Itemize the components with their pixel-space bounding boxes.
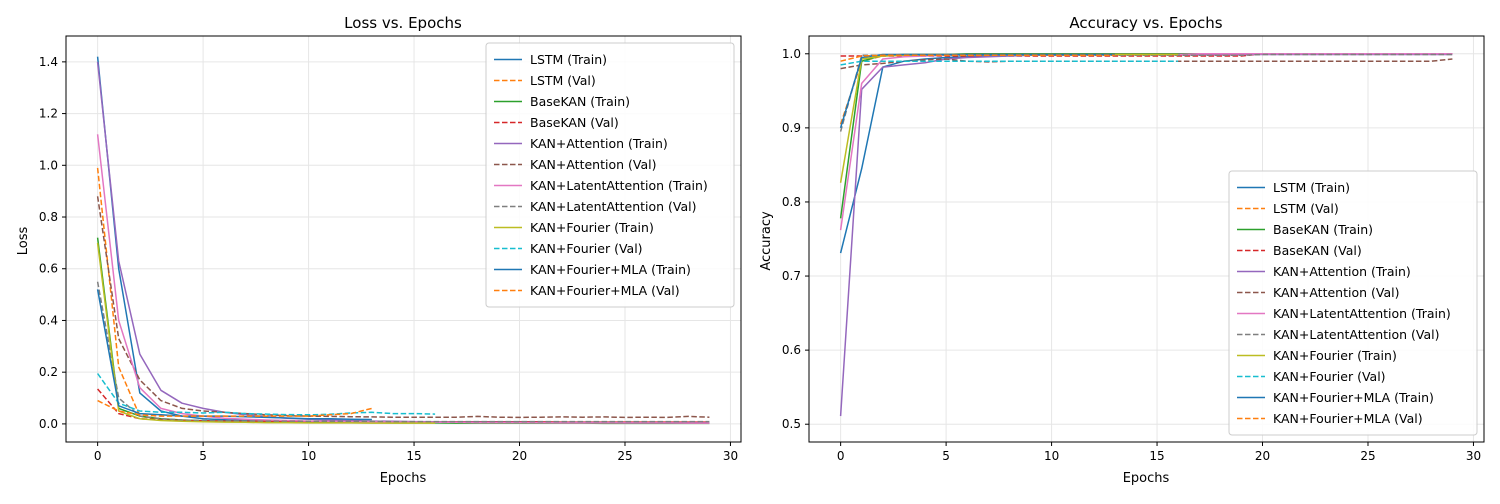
accuracy-chart-ytick-label: 0.7 — [782, 269, 801, 283]
accuracy-chart: Accuracy vs. Epochs Epochs Accuracy 0 5 10… — [759, 14, 1485, 486]
accuracy-chart-ytick-label: 1.0 — [782, 47, 801, 61]
loss-chart-ticks: 0 5 10 15 20 25 30 0.0 0.2 0.4 0.6 0.8 1.0 1.2 1.4 — [39, 55, 738, 463]
loss-chart-legend-label: KAN+Fourier (Val) — [530, 241, 643, 256]
loss-chart-series-line — [97, 399, 373, 417]
loss-chart-legend-label: KAN+LatentAttention (Train) — [530, 178, 708, 193]
loss-chart-xtick-label: 0 — [94, 449, 102, 463]
accuracy-chart-ytick-label: 0.8 — [782, 195, 801, 209]
accuracy-chart-xtick-label: 25 — [1360, 449, 1375, 463]
loss-chart-ytick-label: 1.2 — [39, 107, 58, 121]
loss-chart-legend-box — [485, 42, 735, 308]
accuracy-chart-legend-label: KAN+Fourier+MLA (Val) — [1273, 411, 1423, 426]
accuracy-chart-legend-label: KAN+Attention (Val) — [1273, 285, 1399, 300]
accuracy-chart-ytick-label: 0.5 — [782, 417, 801, 431]
accuracy-chart-xtick-label: 15 — [1149, 449, 1164, 463]
accuracy-chart-legend-label: KAN+Fourier+MLA (Train) — [1273, 390, 1434, 405]
loss-chart-frame — [65, 35, 742, 443]
loss-chart-legend-label: KAN+Fourier+MLA (Train) — [530, 262, 691, 277]
accuracy-chart-frame — [808, 35, 1485, 443]
accuracy-chart-xtick-label: 20 — [1255, 449, 1270, 463]
accuracy-chart-legend-label: KAN+Fourier (Val) — [1273, 369, 1386, 384]
loss-chart-legend-label: BaseKAN (Train) — [530, 94, 630, 109]
loss-chart-xtick-label: 20 — [512, 449, 527, 463]
loss-chart-ytick-label: 0.8 — [39, 210, 58, 224]
loss-chart-xtick-label: 10 — [301, 449, 316, 463]
accuracy-chart-legend-label: KAN+LatentAttention (Train) — [1273, 306, 1451, 321]
loss-chart-legend-label: KAN+Fourier (Train) — [530, 220, 654, 235]
loss-chart-legend-label: KAN+Attention (Train) — [530, 136, 668, 151]
accuracy-chart-xtick-label: 5 — [942, 449, 950, 463]
accuracy-chart-legend-label: KAN+Attention (Train) — [1273, 264, 1411, 279]
loss-chart-ytick-label: 1.4 — [39, 55, 58, 69]
loss-chart: Loss vs. Epochs Epochs Loss 0 5 10 15 20 25 30… — [16, 14, 742, 486]
loss-chart-xtick-label: 5 — [199, 449, 207, 463]
accuracy-chart-legend-label: LSTM (Train) — [1273, 180, 1350, 195]
loss-chart-xtick-label: 25 — [617, 449, 632, 463]
loss-chart-ytick-label: 1.0 — [39, 158, 58, 172]
accuracy-chart-series-line — [840, 60, 1179, 66]
loss-chart-legend-label: KAN+Attention (Val) — [530, 157, 656, 172]
accuracy-chart-xtick-label: 10 — [1044, 449, 1059, 463]
accuracy-chart-ticks: 0 5 10 15 20 25 30 0.5 0.6 0.7 0.8 0.9 1.0 — [782, 47, 1481, 463]
accuracy-chart-ytick-label: 0.9 — [782, 121, 801, 135]
accuracy-chart-series-line — [839, 53, 1453, 132]
accuracy-chart-ylabel: Accuracy — [759, 211, 774, 271]
accuracy-chart-xtick-label: 30 — [1466, 449, 1481, 463]
loss-chart-legend-label: BaseKAN (Val) — [530, 115, 619, 130]
loss-chart-ytick-label: 0.4 — [39, 313, 58, 327]
loss-chart-title: Loss vs. Epochs — [344, 14, 462, 32]
loss-chart-series-line — [96, 242, 436, 424]
loss-chart-series-line — [96, 196, 710, 419]
accuracy-chart-legend-label: LSTM (Val) — [1273, 201, 1339, 216]
accuracy-chart-legend-label: KAN+LatentAttention (Val) — [1273, 327, 1440, 342]
loss-chart-ylabel: Loss — [16, 227, 31, 256]
accuracy-chart-legend-box — [1228, 170, 1478, 436]
loss-chart-legend: LSTM (Train) LSTM (Val) BaseKAN (Train) Bas… — [485, 42, 735, 308]
accuracy-chart-legend: LSTM (Train) LSTM (Val) BaseKAN (Train) Bas… — [1228, 170, 1478, 436]
loss-chart-series-line — [96, 281, 710, 423]
accuracy-chart-series-line — [840, 54, 1115, 62]
accuracy-chart-xlabel: Epochs — [1123, 471, 1170, 486]
loss-chart-ytick-label: 0.6 — [39, 262, 58, 276]
loss-chart-xlabel: Epochs — [380, 471, 427, 486]
accuracy-chart-title: Accuracy vs. Epochs — [1069, 14, 1222, 32]
accuracy-chart-legend-label: KAN+Fourier (Train) — [1273, 348, 1397, 363]
accuracy-chart-lines — [839, 53, 1453, 417]
loss-chart-legend-label: KAN+Fourier+MLA (Val) — [530, 283, 680, 298]
accuracy-chart-legend-label: BaseKAN (Val) — [1273, 243, 1362, 258]
accuracy-chart-series-line — [839, 53, 1115, 129]
loss-chart-legend-label: LSTM (Val) — [530, 73, 596, 88]
accuracy-chart-xtick-label: 0 — [837, 449, 845, 463]
loss-chart-lines — [96, 56, 710, 425]
loss-chart-ytick-label: 0.2 — [39, 365, 58, 379]
loss-chart-xtick-label: 15 — [406, 449, 421, 463]
loss-chart-ytick-label: 0.0 — [39, 417, 58, 431]
loss-chart-legend-label: LSTM (Train) — [530, 52, 607, 67]
loss-chart-series-line — [96, 373, 436, 416]
loss-chart-xtick-label: 30 — [723, 449, 738, 463]
accuracy-chart-legend-label: BaseKAN (Train) — [1273, 222, 1373, 237]
accuracy-chart-ytick-label: 0.6 — [782, 343, 801, 357]
loss-chart-legend-label: KAN+LatentAttention (Val) — [530, 199, 697, 214]
